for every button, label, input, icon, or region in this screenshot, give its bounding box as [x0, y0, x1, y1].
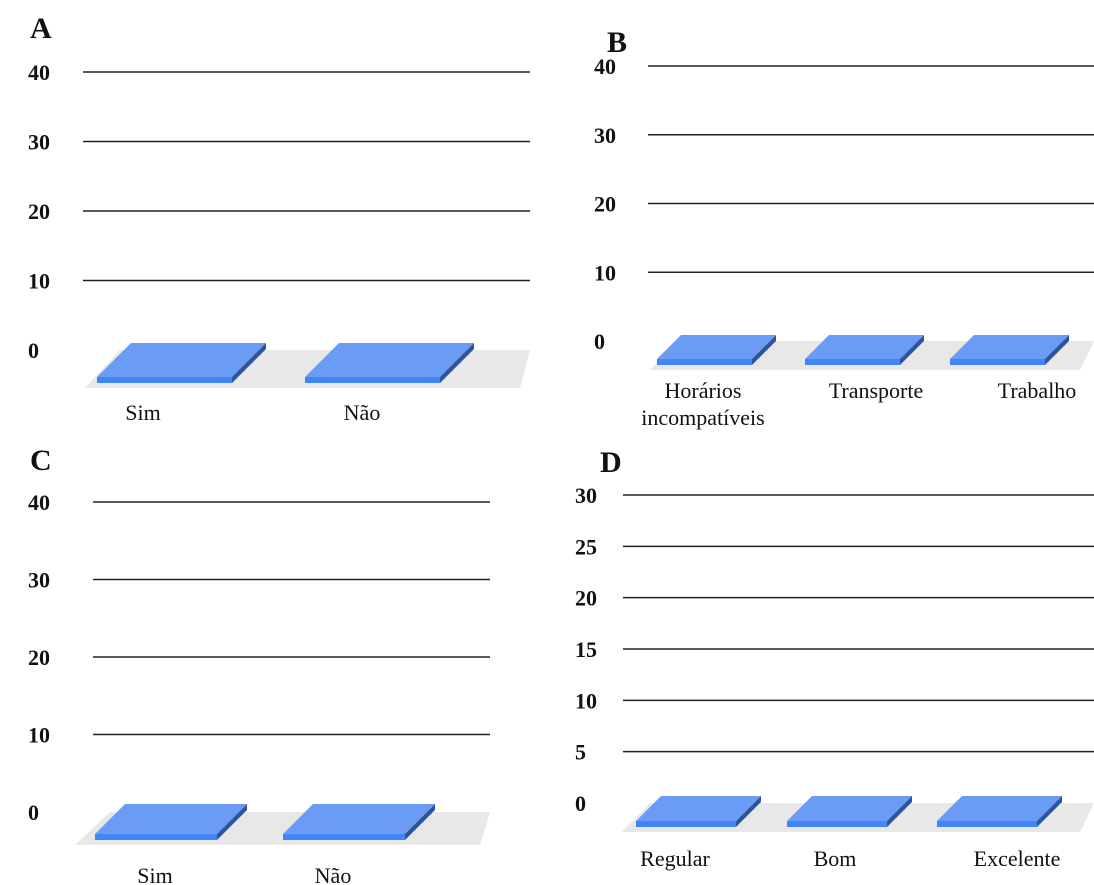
category-label-line: Transporte [829, 378, 924, 403]
bar-front [305, 377, 440, 383]
y-tick-label: 40 [28, 60, 50, 85]
bar [283, 804, 435, 840]
panel-label: B [607, 26, 627, 59]
bar-front [97, 377, 232, 383]
bar [95, 804, 247, 840]
chart-panel-a: 0 10 20 30 40 Sim Não A [28, 12, 530, 425]
bar-top [305, 343, 474, 377]
bar-top [950, 335, 1069, 359]
panel-label: D [600, 446, 622, 479]
category-label: Excelente [974, 846, 1061, 871]
y-tick-label: 30 [594, 123, 616, 148]
y-tick-label: 0 [594, 329, 605, 354]
y-tick-label: 15 [575, 637, 597, 662]
category-label: Bom [814, 846, 857, 871]
bar-front [950, 359, 1045, 365]
bar [636, 796, 761, 827]
category-label: Sim [125, 400, 160, 425]
panel-label: A [30, 12, 52, 45]
bar-top [636, 796, 761, 821]
bar-top [787, 796, 912, 821]
bar-side [1045, 335, 1069, 365]
panel-label: C [30, 444, 52, 477]
bar [950, 335, 1069, 365]
bar-top [95, 804, 247, 834]
category-label-line: Regular [640, 846, 710, 871]
bar-side [900, 335, 924, 365]
category-label: Horários incompatíveis [641, 378, 764, 430]
category-label-line: Excelente [974, 846, 1061, 871]
y-tick-label: 20 [28, 645, 50, 670]
y-tick-label: 20 [28, 199, 50, 224]
y-tick-label: 0 [28, 800, 39, 825]
category-label-line: Não [315, 863, 352, 885]
bar-side [217, 804, 247, 840]
bar-front [805, 359, 900, 365]
y-tick-label: 10 [594, 260, 616, 285]
bar-top [937, 796, 1062, 821]
category-label-line: Trabalho [998, 378, 1077, 403]
bar [305, 343, 474, 383]
bar-side [752, 335, 776, 365]
bar-side [1037, 796, 1062, 827]
y-tick-label: 30 [28, 568, 50, 593]
y-tick-label: 30 [28, 130, 50, 155]
category-label-line: Sim [137, 863, 172, 885]
y-tick-label: 10 [28, 269, 50, 294]
bar-side [405, 804, 435, 840]
bar [787, 796, 912, 827]
chart-panel-b: 0 10 20 30 40 Horários incompatíveis Transporte… [594, 26, 1094, 430]
chart-panel-d: 0 5 10 15 20 25 30 Regular Bom Excelente D [575, 446, 1094, 871]
bar-top [805, 335, 924, 359]
bar [937, 796, 1062, 827]
y-tick-label: 5 [575, 740, 586, 765]
y-tick-label: 20 [594, 192, 616, 217]
y-tick-label: 10 [575, 688, 597, 713]
bar [657, 335, 776, 365]
chart-panel-c: 0 10 20 30 40 Sim Não C [28, 444, 490, 885]
category-label: Trabalho [998, 378, 1077, 403]
category-label: Não [344, 400, 381, 425]
bar-front [937, 821, 1037, 827]
category-label-line: Sim [125, 400, 160, 425]
category-label-line: incompatíveis [641, 405, 764, 430]
bar-front [636, 821, 736, 827]
category-label: Não [315, 863, 352, 885]
category-label-line: Bom [814, 846, 857, 871]
category-label-line: Não [344, 400, 381, 425]
bar-front [95, 834, 217, 840]
bar-front [787, 821, 887, 827]
y-tick-label: 30 [575, 483, 597, 508]
category-label: Transporte [829, 378, 924, 403]
bar-side [440, 343, 474, 383]
bar-front [657, 359, 752, 365]
bar-top [283, 804, 435, 834]
bar [805, 335, 924, 365]
category-label: Regular [640, 846, 710, 871]
y-tick-label: 40 [594, 54, 616, 79]
bar-top [97, 343, 266, 377]
y-tick-label: 20 [575, 586, 597, 611]
y-tick-label: 0 [28, 338, 39, 363]
bar-side [736, 796, 761, 827]
bar-side [232, 343, 266, 383]
y-tick-label: 40 [28, 490, 50, 515]
y-tick-label: 25 [575, 534, 597, 559]
category-label-line: Horários [665, 378, 742, 403]
bar-top [657, 335, 776, 359]
y-tick-label: 10 [28, 723, 50, 748]
bar-side [887, 796, 912, 827]
y-tick-label: 0 [575, 791, 586, 816]
bar-front [283, 834, 405, 840]
bar [97, 343, 266, 383]
category-label: Sim [137, 863, 172, 885]
